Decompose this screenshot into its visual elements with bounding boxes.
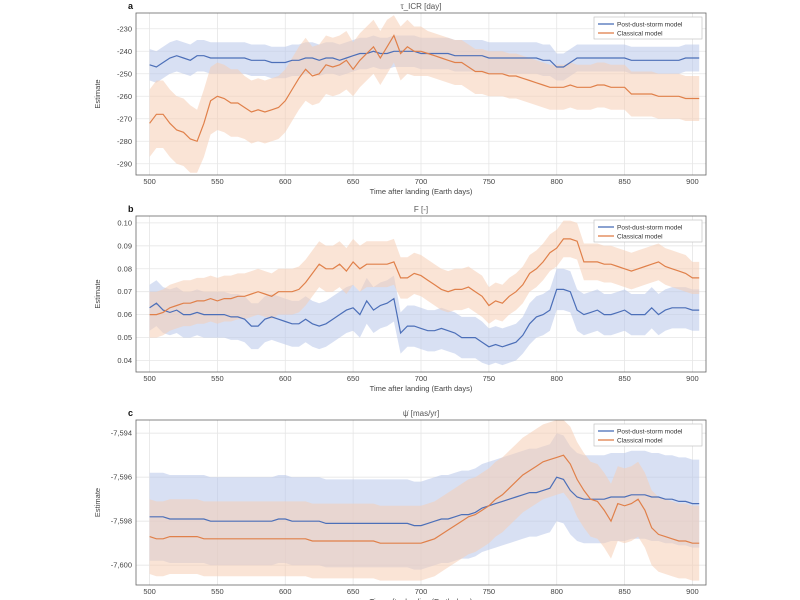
x-tick-label: 500 [143, 374, 156, 383]
legend: Post-dust-storm model Classical model [593, 16, 703, 40]
x-tick-label: 900 [686, 374, 699, 383]
y-tick-label: -230 [117, 24, 132, 33]
panel-b: b F [-] 500 550 600 650 700 750 800 850 900 0.10 0.0… [93, 204, 707, 393]
series-line-post-dust-storm [149, 50, 700, 68]
plot-frame [135, 419, 707, 586]
x-tick-label: 700 [415, 587, 428, 596]
y-tick-label: 0.04 [117, 356, 132, 365]
y-axis-label: Estimate [93, 279, 102, 308]
y-tick-label: -7,598 [111, 517, 132, 526]
panel-letter-c: c [128, 408, 133, 418]
y-tick-label: -240 [117, 47, 132, 56]
x-tick-label: 600 [279, 177, 292, 186]
x-tick-label: 850 [618, 587, 631, 596]
x-tick-label: 550 [211, 374, 224, 383]
x-tick-label: 900 [686, 177, 699, 186]
panel-a: a τ_ICR [day] 500 550 600 650 700 750 800 850 900 -… [93, 1, 707, 196]
legend: Post-dust-storm model Classical model [593, 423, 703, 447]
x-tick-label: 500 [143, 177, 156, 186]
legend: Post-dust-storm model Classical model [593, 219, 703, 243]
x-tick-label: 850 [618, 374, 631, 383]
x-tick-label: 700 [415, 177, 428, 186]
y-tick-label: 0.05 [117, 333, 132, 342]
x-tick-label: 650 [347, 587, 360, 596]
x-tick-label: 700 [415, 374, 428, 383]
x-tick-label: 900 [686, 587, 699, 596]
series-line-post-dust-storm [149, 476, 700, 527]
series-line-post-dust-storm [149, 288, 700, 348]
band-post-dust-storm [149, 268, 700, 366]
band-classical [149, 220, 700, 338]
series-line-classical [149, 238, 700, 316]
y-tick-label: -7,596 [111, 473, 132, 482]
x-tick-label: 500 [143, 587, 156, 596]
legend-label-classical: Classical model [617, 233, 663, 240]
panel-letter-b: b [128, 204, 134, 214]
x-tick-label: 800 [550, 587, 563, 596]
y-tick-label: -270 [117, 114, 132, 123]
legend-label-post-dust-storm: Post-dust-storm model [617, 428, 683, 435]
x-tick-label: 750 [483, 587, 496, 596]
y-tick-label: -280 [117, 137, 132, 146]
x-axis-label: Time after landing (Earth days) [370, 384, 473, 393]
y-tick-label: -7,594 [111, 429, 132, 438]
x-tick-label: 550 [211, 177, 224, 186]
y-tick-label: 0.06 [117, 310, 132, 319]
y-tick-label: 0.09 [117, 241, 132, 250]
legend-label-post-dust-storm: Post-dust-storm model [617, 21, 683, 28]
panel-title-a: τ_ICR [day] [401, 2, 442, 11]
legend-label-classical: Classical model [617, 437, 663, 444]
band-classical [149, 15, 700, 173]
x-tick-label: 800 [550, 177, 563, 186]
band-classical [149, 420, 700, 581]
plot-frame [135, 215, 707, 373]
legend-box [593, 219, 703, 243]
plot-frame [135, 12, 707, 176]
x-tick-label: 750 [483, 177, 496, 186]
series-line-classical [149, 34, 700, 143]
y-tick-label: -250 [117, 69, 132, 78]
legend-label-post-dust-storm: Post-dust-storm model [617, 224, 683, 231]
y-tick-label: 0.07 [117, 287, 132, 296]
x-tick-label: 750 [483, 374, 496, 383]
x-tick-label: 550 [211, 587, 224, 596]
legend-label-classical: Classical model [617, 30, 663, 37]
legend-box [593, 423, 703, 447]
x-tick-label: 800 [550, 374, 563, 383]
series-line-classical [149, 454, 700, 544]
legend-box [593, 16, 703, 40]
panel-title-c: ψ̇ [mas/yr] [403, 409, 439, 418]
x-tick-label: 650 [347, 177, 360, 186]
x-tick-label: 850 [618, 177, 631, 186]
y-tick-label: -290 [117, 159, 132, 168]
x-tick-label: 650 [347, 374, 360, 383]
y-axis-label: Estimate [93, 79, 102, 108]
panel-c: c ψ̇ [mas/yr] 500 550 600 650 700 750 800 850 900 -… [93, 408, 707, 600]
x-tick-label: 600 [279, 587, 292, 596]
y-tick-label: -260 [117, 92, 132, 101]
x-axis-label: Time after landing (Earth days) [370, 187, 473, 196]
x-axis-label: Time after landing (Earth days) [370, 597, 473, 600]
panel-letter-a: a [128, 1, 134, 11]
y-tick-label: 0.08 [117, 264, 132, 273]
y-tick-label: 0.10 [117, 218, 132, 227]
y-tick-label: -7,600 [111, 561, 132, 570]
y-axis-label: Estimate [93, 488, 102, 517]
panel-title-b: F [-] [414, 205, 428, 214]
x-tick-label: 600 [279, 374, 292, 383]
